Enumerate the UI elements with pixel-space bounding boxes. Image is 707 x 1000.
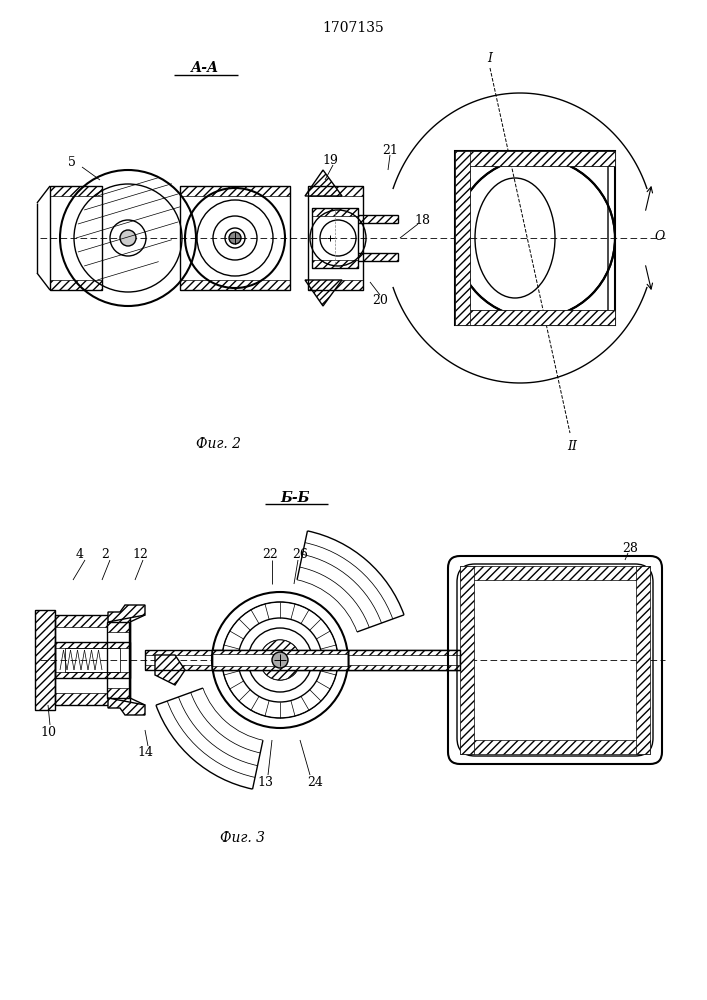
Text: 21: 21	[382, 143, 398, 156]
Bar	[35, 610, 55, 710]
Text: 13: 13	[257, 776, 273, 788]
Bar	[460, 566, 650, 580]
Text: Фиг. 2: Фиг. 2	[196, 437, 240, 451]
Polygon shape	[155, 655, 185, 685]
Bar	[455, 310, 615, 325]
Bar	[460, 566, 474, 754]
Text: 20: 20	[372, 294, 388, 306]
Bar	[107, 688, 129, 698]
Polygon shape	[108, 698, 145, 715]
Bar	[308, 186, 363, 290]
Bar	[312, 208, 358, 268]
Text: 4: 4	[76, 548, 84, 562]
Text: I: I	[488, 51, 493, 64]
Bar	[180, 186, 290, 290]
Bar	[455, 151, 615, 166]
Bar	[35, 610, 55, 710]
Polygon shape	[305, 280, 342, 306]
Bar	[460, 740, 650, 754]
Polygon shape	[305, 170, 342, 196]
Bar	[55, 642, 130, 678]
Bar	[358, 253, 398, 261]
Bar	[50, 186, 102, 196]
Circle shape	[120, 230, 136, 246]
Circle shape	[260, 640, 300, 680]
Circle shape	[229, 232, 241, 244]
Text: Фиг. 3: Фиг. 3	[219, 831, 264, 845]
Bar	[50, 186, 102, 290]
Bar	[55, 615, 130, 705]
Bar	[348, 665, 460, 670]
Text: 5: 5	[68, 155, 76, 168]
Text: 2: 2	[101, 548, 109, 562]
Text: 22: 22	[262, 548, 278, 562]
Text: II: II	[567, 440, 577, 452]
Text: 12: 12	[132, 548, 148, 562]
Text: 26: 26	[292, 548, 308, 562]
Text: 1707135: 1707135	[322, 21, 384, 35]
Bar	[312, 260, 358, 268]
Text: 10: 10	[40, 726, 56, 738]
Bar	[212, 650, 348, 670]
Bar	[55, 693, 130, 705]
Bar	[212, 650, 348, 670]
Bar	[145, 650, 225, 670]
Bar	[308, 186, 363, 196]
Bar	[107, 622, 129, 698]
Bar	[55, 642, 130, 648]
Text: 28: 28	[622, 542, 638, 554]
Bar	[145, 650, 225, 655]
Bar	[348, 650, 460, 655]
Bar	[308, 280, 363, 290]
Bar	[455, 151, 470, 325]
Bar	[358, 215, 398, 223]
Circle shape	[222, 602, 338, 718]
Bar	[107, 622, 129, 632]
Bar	[455, 151, 615, 166]
Text: А-А: А-А	[191, 61, 219, 75]
Bar	[180, 186, 290, 196]
Circle shape	[272, 652, 288, 668]
Polygon shape	[108, 605, 145, 622]
Bar	[455, 310, 615, 325]
Text: 14: 14	[137, 746, 153, 758]
Bar	[212, 666, 348, 670]
Text: 24: 24	[307, 776, 323, 788]
Text: 19: 19	[322, 153, 338, 166]
Bar	[55, 672, 130, 678]
Bar	[455, 151, 470, 325]
Bar	[145, 665, 225, 670]
Bar	[348, 650, 460, 670]
Bar	[180, 280, 290, 290]
Bar	[65, 648, 120, 672]
Bar	[50, 280, 102, 290]
Bar	[312, 208, 358, 216]
Bar	[636, 566, 650, 754]
Bar	[55, 615, 130, 627]
Bar	[348, 650, 460, 670]
Bar	[212, 650, 348, 654]
Text: Б-Б: Б-Б	[280, 491, 310, 505]
Text: O: O	[655, 230, 665, 242]
Text: 18: 18	[414, 214, 430, 227]
